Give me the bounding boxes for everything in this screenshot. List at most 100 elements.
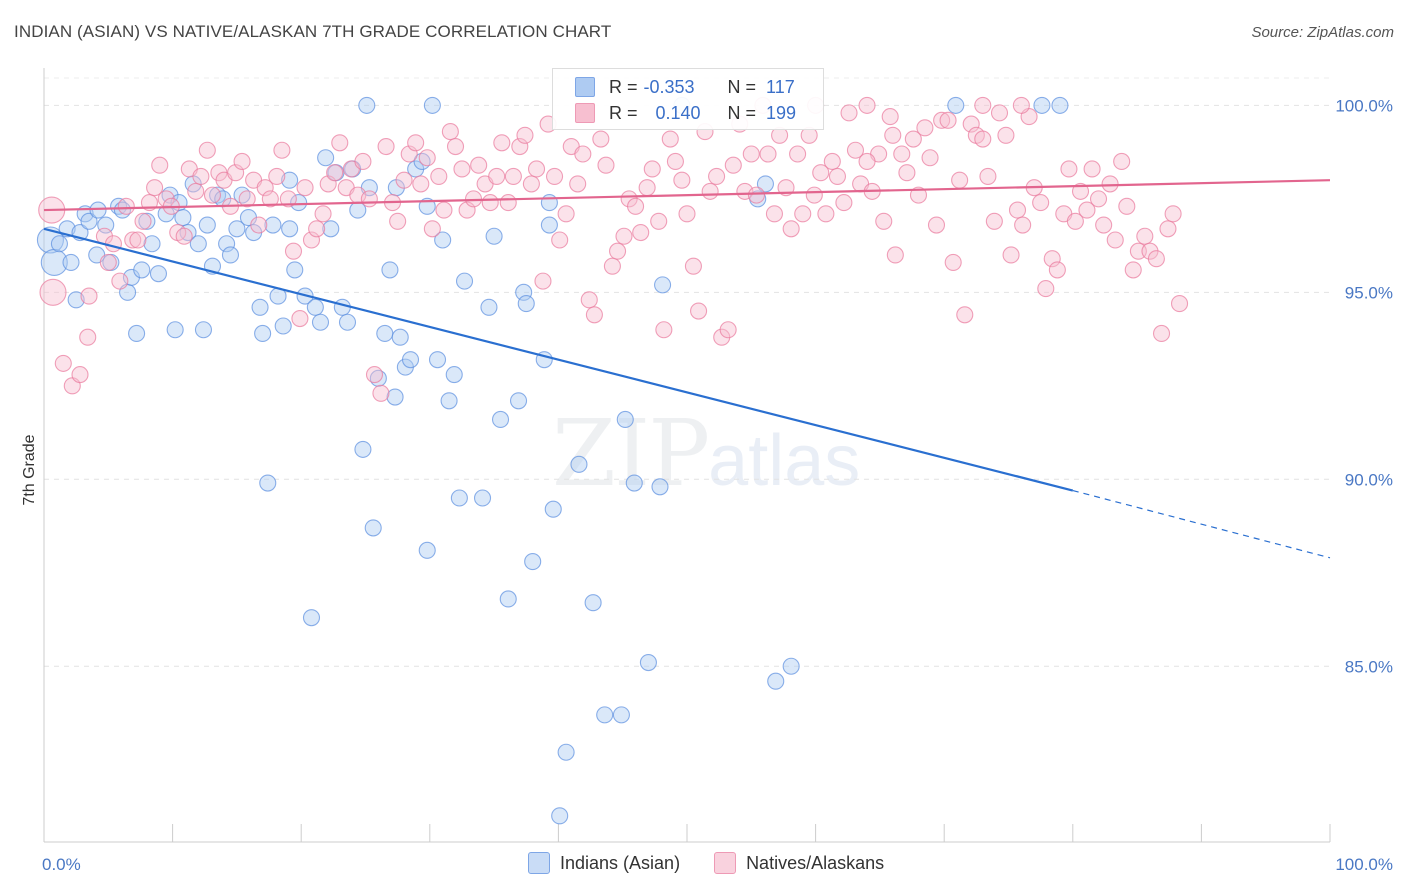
- data-point: [128, 324, 146, 343]
- data-point: [974, 96, 992, 114]
- data-point: [354, 152, 372, 171]
- data-point: [480, 298, 498, 316]
- data-point: [828, 167, 847, 185]
- data-point: [1071, 182, 1090, 200]
- data-point: [1048, 261, 1066, 279]
- data-point: [569, 175, 587, 193]
- data-point: [354, 440, 372, 458]
- data-point: [39, 278, 67, 306]
- legend-label-natives: Natives/Alaskans: [746, 852, 885, 873]
- data-point: [904, 130, 922, 148]
- trend-line-0: [43, 227, 1074, 492]
- data-point: [551, 807, 569, 825]
- data-point: [522, 175, 540, 193]
- data-point: [858, 152, 876, 171]
- data-point: [445, 366, 463, 384]
- data-point: [1089, 190, 1108, 208]
- data-point: [639, 653, 657, 672]
- data-point: [290, 194, 308, 212]
- data-point: [331, 134, 349, 152]
- data-point: [412, 175, 430, 193]
- data-point: [274, 317, 292, 335]
- data-point: [944, 253, 962, 271]
- data-point: [264, 216, 282, 234]
- data-point: [1129, 242, 1147, 260]
- data-point: [585, 306, 603, 324]
- data-point: [364, 519, 382, 537]
- data-point: [557, 205, 575, 223]
- data-point: [933, 111, 951, 129]
- r-value: -0.353: [643, 76, 695, 97]
- data-point: [1147, 250, 1165, 268]
- data-point: [517, 295, 535, 313]
- data-point: [273, 141, 291, 159]
- data-point: [927, 216, 946, 234]
- data-point: [365, 366, 384, 384]
- data-point: [625, 474, 643, 492]
- y-axis-title: 7th Grade: [21, 434, 38, 505]
- data-point: [1164, 205, 1182, 223]
- data-point: [817, 205, 835, 223]
- data-point: [129, 231, 147, 249]
- data-point: [473, 489, 492, 507]
- data-point: [840, 104, 858, 122]
- data-point: [67, 291, 85, 309]
- data-point: [203, 186, 222, 204]
- series-1-points: [38, 96, 1189, 402]
- data-point: [50, 235, 68, 253]
- data-point: [511, 137, 529, 156]
- data-point: [673, 171, 691, 189]
- y-tick-label: 85.0%: [1345, 657, 1393, 676]
- data-point: [858, 96, 876, 114]
- watermark-zip: ZIP: [552, 400, 710, 507]
- data-point: [259, 474, 277, 492]
- data-point: [499, 194, 517, 212]
- data-point: [742, 145, 760, 163]
- data-point: [678, 205, 696, 223]
- data-point: [939, 111, 957, 129]
- data-point: [615, 227, 633, 245]
- data-point: [719, 321, 737, 339]
- data-point: [194, 321, 213, 339]
- data-point: [794, 205, 812, 223]
- legend-swatch-natives: [714, 852, 737, 874]
- r-label: R =: [609, 102, 638, 123]
- data-point: [238, 190, 256, 208]
- data-point: [386, 388, 404, 406]
- data-point: [596, 706, 614, 724]
- data-point: [898, 164, 916, 182]
- data-point: [376, 324, 394, 343]
- data-point: [789, 145, 807, 163]
- data-point: [509, 392, 528, 410]
- data-point: [104, 235, 122, 253]
- data-point: [916, 119, 934, 137]
- data-point: [767, 672, 785, 690]
- data-point: [395, 171, 413, 189]
- data-point: [893, 145, 911, 163]
- data-point: [221, 246, 240, 264]
- data-point: [333, 298, 351, 316]
- data-point: [835, 194, 853, 212]
- data-point: [99, 253, 117, 271]
- data-point: [1012, 96, 1030, 114]
- data-point: [540, 216, 558, 234]
- data-point: [1095, 216, 1113, 234]
- series-legend: Indians (Asian) Natives/Alaskans: [528, 852, 918, 874]
- data-point: [391, 328, 409, 346]
- data-point: [488, 167, 506, 185]
- data-point: [80, 212, 98, 230]
- data-point: [654, 276, 672, 294]
- data-point: [117, 197, 135, 215]
- data-point: [71, 366, 89, 384]
- data-point: [261, 190, 279, 208]
- data-point: [151, 156, 169, 174]
- y-tick-label: 90.0%: [1345, 470, 1393, 489]
- data-point: [1014, 216, 1032, 234]
- data-point: [951, 171, 969, 189]
- data-point: [724, 156, 742, 174]
- data-point: [423, 96, 441, 114]
- data-point: [1032, 194, 1050, 212]
- data-point: [134, 212, 152, 230]
- data-point: [372, 384, 390, 402]
